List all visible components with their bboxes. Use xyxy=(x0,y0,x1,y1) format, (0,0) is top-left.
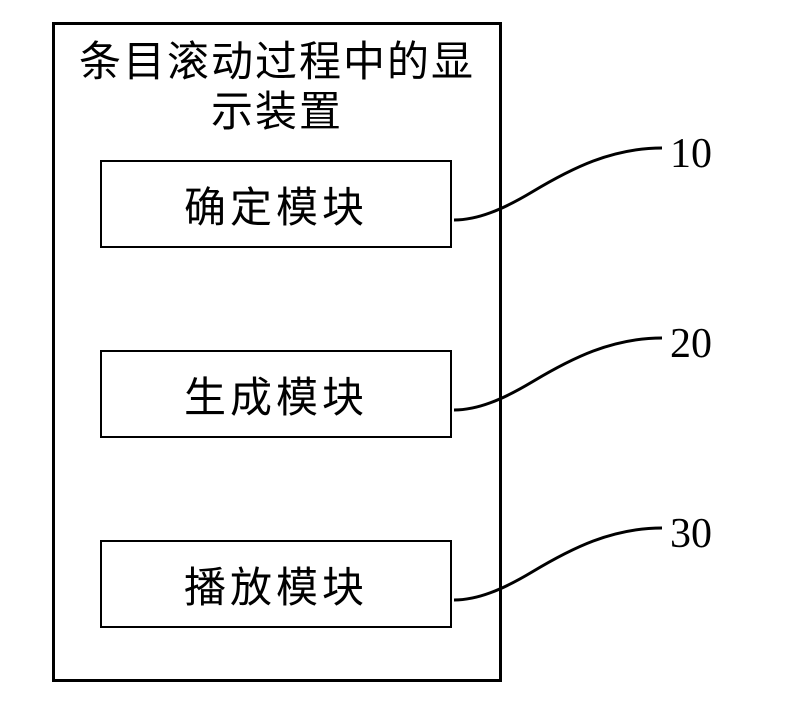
label-30: 30 xyxy=(670,510,712,558)
module-generate-label: 生成模块 xyxy=(184,364,368,425)
leader-generate-path xyxy=(454,338,662,410)
module-determine-label: 确定模块 xyxy=(184,174,368,235)
module-play-label: 播放模块 xyxy=(184,554,368,615)
leader-play xyxy=(452,500,672,610)
leader-generate xyxy=(452,310,672,420)
module-generate: 生成模块 xyxy=(100,350,452,438)
label-20: 20 xyxy=(670,320,712,368)
leader-determine xyxy=(452,120,672,230)
title-line1: 条目滚动过程中的显 xyxy=(79,40,475,86)
module-determine: 确定模块 xyxy=(100,160,452,248)
title-line2: 示装置 xyxy=(211,90,343,136)
diagram-canvas: 条目滚动过程中的显 示装置 确定模块 10 生成模块 20 播放模块 30 xyxy=(0,0,804,721)
module-play: 播放模块 xyxy=(100,540,452,628)
label-10: 10 xyxy=(670,130,712,178)
leader-determine-path xyxy=(454,148,662,220)
device-title: 条目滚动过程中的显 示装置 xyxy=(62,38,492,139)
leader-play-path xyxy=(454,528,662,600)
